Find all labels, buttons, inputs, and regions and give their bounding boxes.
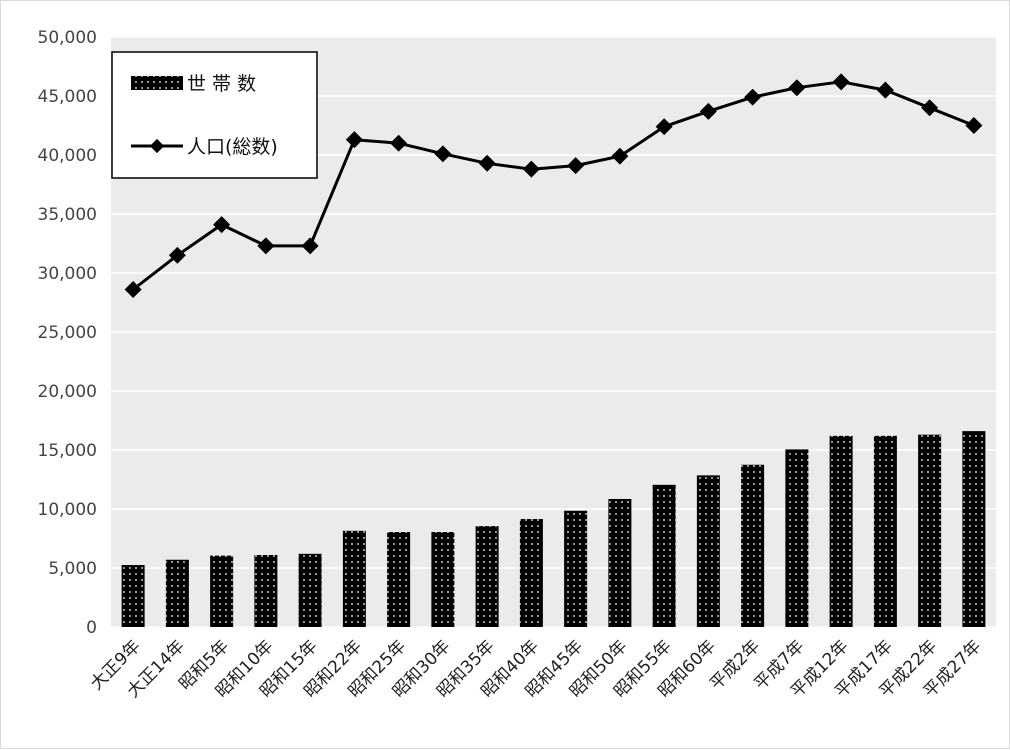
line-point <box>832 73 850 91</box>
bar <box>564 510 588 627</box>
y-tick-label: 30,000 <box>38 264 97 284</box>
line-point <box>655 118 673 136</box>
bar <box>962 431 986 627</box>
line-point <box>301 237 319 255</box>
y-tick-label: 0 <box>86 618 97 638</box>
line-point <box>390 134 408 152</box>
bar <box>829 435 853 627</box>
line-point <box>965 117 983 134</box>
line-point <box>567 157 585 175</box>
bar <box>785 449 809 627</box>
legend-bar-label: 世 帯 数 <box>187 73 256 95</box>
line-point <box>478 154 496 172</box>
bar <box>741 464 765 627</box>
y-tick-label: 50,000 <box>38 28 97 48</box>
bar <box>608 498 632 627</box>
y-tick-label: 45,000 <box>38 87 97 107</box>
legend-bar-swatch <box>131 76 183 90</box>
legend-line-marker <box>149 138 165 154</box>
line-point <box>744 88 762 106</box>
line-point <box>611 147 629 165</box>
y-tick-label: 10,000 <box>38 500 97 520</box>
line-point <box>168 246 186 264</box>
line-point <box>788 79 806 97</box>
bar <box>431 532 455 627</box>
bar <box>918 434 942 627</box>
y-tick-label: 25,000 <box>38 323 97 343</box>
bar <box>298 553 322 627</box>
line-point <box>921 99 939 117</box>
y-axis-tick-labels: 0 5,000 10,000 15,000 20,000 25,000 30,000 35,0… <box>38 28 97 638</box>
bar <box>519 519 543 627</box>
legend: 世 帯 数 人口(総数) <box>111 51 318 179</box>
bar <box>121 565 145 627</box>
line-point <box>876 81 894 99</box>
y-tick-label: 5,000 <box>48 559 97 579</box>
legend-line-label: 人口(総数) <box>187 136 278 158</box>
bar <box>696 475 720 627</box>
line-point <box>213 216 231 234</box>
bar <box>873 435 897 627</box>
bar <box>387 532 411 627</box>
y-tick-label: 40,000 <box>38 146 97 166</box>
line-point <box>257 237 275 255</box>
y-tick-label: 20,000 <box>38 382 97 402</box>
bar <box>342 530 366 627</box>
bar <box>475 526 499 627</box>
bar <box>652 484 676 627</box>
bar <box>165 559 189 627</box>
bar <box>254 555 278 627</box>
y-tick-label: 35,000 <box>38 205 97 225</box>
line-point <box>434 145 452 163</box>
line-point <box>522 160 540 178</box>
y-tick-label: 15,000 <box>38 441 97 461</box>
line-point <box>345 131 363 149</box>
x-axis-tick-labels: 大正9年大正14年昭和5年昭和10年昭和15年昭和22年昭和25年昭和30年昭和… <box>87 636 986 702</box>
legend-box <box>111 51 318 179</box>
line-series <box>124 73 983 299</box>
bar-series <box>121 431 986 627</box>
bar <box>210 555 234 627</box>
line-point <box>699 102 717 120</box>
